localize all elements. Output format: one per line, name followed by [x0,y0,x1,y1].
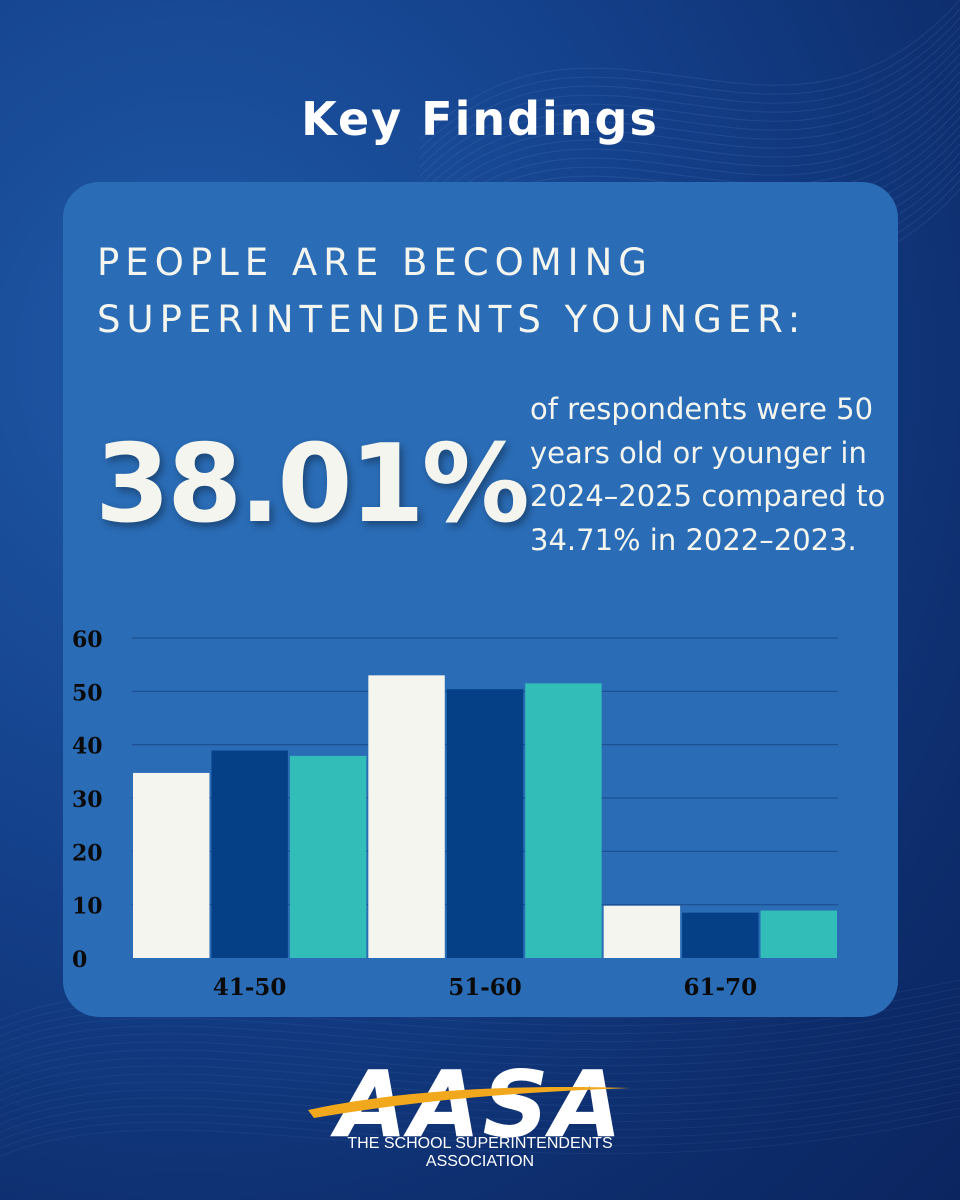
y-tick-label: 30 [72,787,103,813]
wave-line [0,1027,960,1069]
bar [446,689,524,958]
stat-description: of respondents were 50 years old or youn… [530,392,886,557]
wave-line [419,62,960,204]
wave-line [0,1043,960,1085]
wave-line [0,1115,960,1157]
bar [525,683,602,958]
aasa-logo: AASA [308,1051,630,1158]
headline-line-2: SUPERINTENDENTS YOUNGER: [97,298,807,341]
headline: PEOPLE ARE BECOMING SUPERINTENDENTS YOUN… [97,234,897,348]
wave-line [0,1003,960,1045]
y-tick-label: 20 [72,840,103,866]
wave-line [0,1019,960,1061]
wave-line [0,1099,960,1141]
wave-line [419,71,960,213]
wave-line [419,35,960,177]
big-stat-value: 38.01% [95,422,530,547]
bar [760,910,837,958]
wave-line [419,17,960,159]
y-tick-label: 60 [72,627,103,653]
wave-line [0,1051,960,1093]
wave-line [419,0,960,141]
y-tick-label: 0 [72,947,87,973]
wave-line [0,1067,960,1109]
bar [289,755,367,958]
y-tick-label: 50 [72,680,103,706]
wave-line [419,8,960,150]
wave-line [0,1011,960,1053]
logo-tagline: THE SCHOOL SUPERINTENDENTS ASSOCIATION [347,1135,613,1170]
bar [211,750,288,958]
headline-line-1: PEOPLE ARE BECOMING [97,241,653,284]
x-category-label: 51-60 [448,974,522,1001]
wave-line [0,1107,960,1149]
page-title: Key Findings [301,92,659,146]
bar [682,912,759,958]
x-category-label: 61-70 [684,974,758,1001]
wave-line [0,1083,960,1125]
y-tick-label: 40 [72,734,103,760]
y-tick-label: 10 [72,894,103,920]
wave-line [419,44,960,186]
bar [368,675,445,958]
bar [603,905,681,958]
wave-line [0,1059,960,1101]
wave-line [0,1091,960,1133]
bar [133,772,210,958]
wave-line [0,1035,960,1077]
wave-line [419,26,960,168]
x-category-label: 41-50 [213,974,287,1001]
logo-swoosh [308,1086,630,1118]
wave-line [419,53,960,195]
wave-line [419,89,960,231]
wave-line [419,80,960,222]
